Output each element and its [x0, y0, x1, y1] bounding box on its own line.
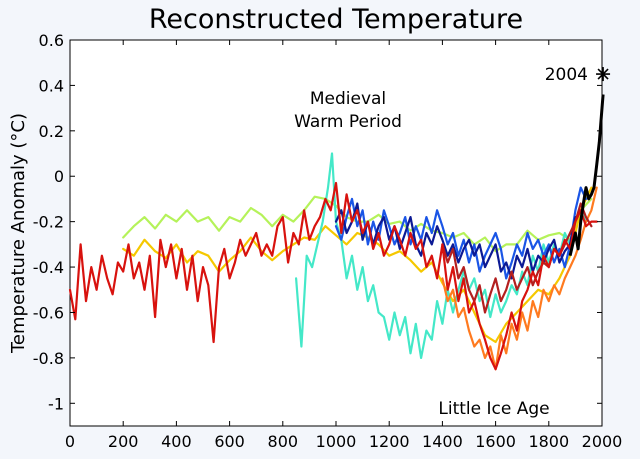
y-tick-label: -0.2: [33, 213, 64, 232]
series-layer: [68, 94, 605, 371]
x-tick-label: 1800: [528, 432, 569, 451]
y-tick-label: -1: [48, 394, 64, 413]
series-line-6: [441, 186, 598, 371]
x-tick-label: 1600: [475, 432, 516, 451]
y-tick-label: 0.6: [39, 31, 64, 50]
x-tick-label: 800: [268, 432, 299, 451]
chart-title: Reconstructed Temperature: [149, 4, 523, 35]
plot-area: [69, 39, 603, 427]
x-tick-label: 1000: [316, 432, 357, 451]
series-line-3: [295, 152, 588, 359]
x-tick-label: 1400: [422, 432, 463, 451]
x-tick-label: 2000: [582, 432, 623, 451]
x-tick-label: 200: [108, 432, 139, 451]
y-tick-label: -0.8: [33, 349, 64, 368]
x-tick-label: 0: [65, 432, 75, 451]
annotation-medieval-line2: Warm Period: [294, 112, 402, 132]
annotation-medieval-line1: Medieval: [310, 89, 386, 109]
y-axis-label: Temperature Anomaly (°C): [8, 113, 29, 354]
asterisk-stroke: [597, 68, 609, 80]
y-tick-label: 0: [54, 167, 64, 186]
y-tick-label: 0.4: [39, 76, 64, 95]
series-line-instrumental: [568, 94, 605, 257]
annotation-2004-label: 2004: [545, 65, 588, 85]
series-line-8: [68, 181, 598, 371]
x-tick-label: 1200: [369, 432, 410, 451]
y-tick-label: -0.4: [33, 258, 64, 277]
y-tick-label: 0.2: [39, 122, 64, 141]
annotation-little-ice-age: Little Ice Age: [438, 399, 549, 419]
plot-background: [69, 39, 603, 427]
series-line-7: [441, 202, 593, 314]
axis-ticks: 0 200 400 600 800 1000 1200 1400 1600 1800 2000 0.6…: [33, 31, 623, 451]
series-line-5: [334, 202, 577, 280]
x-tick-label: 400: [161, 432, 192, 451]
x-tick-label: 600: [214, 432, 245, 451]
y-tick-label: -0.6: [33, 303, 64, 322]
asterisk-marker-icon: [596, 67, 611, 82]
